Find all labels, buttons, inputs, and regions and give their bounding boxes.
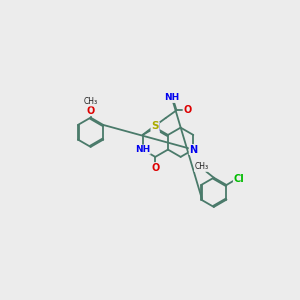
Text: Cl: Cl bbox=[233, 174, 244, 184]
Text: NH: NH bbox=[135, 145, 150, 154]
Text: CH₃: CH₃ bbox=[194, 162, 208, 171]
Text: O: O bbox=[151, 163, 159, 173]
Text: O: O bbox=[86, 106, 95, 116]
Text: O: O bbox=[183, 105, 191, 115]
Text: CH₃: CH₃ bbox=[83, 97, 98, 106]
Text: S: S bbox=[151, 121, 159, 131]
Text: N: N bbox=[189, 145, 197, 154]
Text: N: N bbox=[151, 123, 159, 133]
Text: NH: NH bbox=[164, 94, 179, 103]
